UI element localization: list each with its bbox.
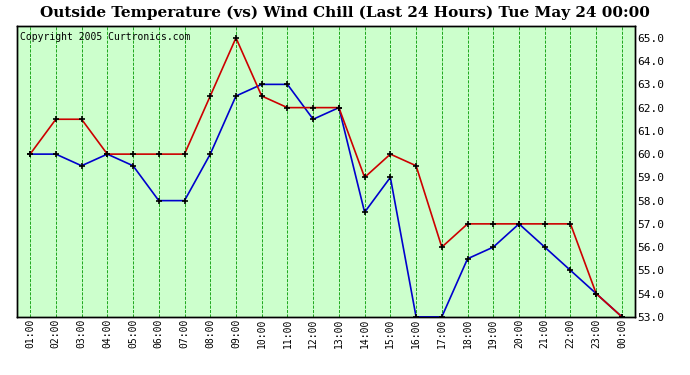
Text: Copyright 2005 Curtronics.com: Copyright 2005 Curtronics.com (20, 32, 190, 42)
Text: Outside Temperature (vs) Wind Chill (Last 24 Hours) Tue May 24 00:00: Outside Temperature (vs) Wind Chill (Las… (40, 6, 650, 20)
